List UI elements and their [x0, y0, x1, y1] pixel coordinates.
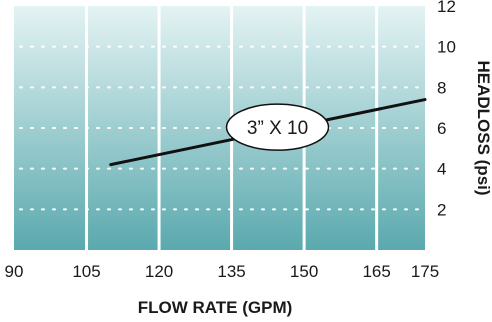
x-tick-label: 150: [290, 262, 318, 281]
x-axis-title: FLOW RATE (GPM): [138, 298, 293, 317]
x-tick-label: 105: [72, 262, 100, 281]
y-tick-label: 4: [437, 160, 446, 179]
series-layer: 3” X 10: [109, 98, 427, 167]
x-tick-label: 135: [217, 262, 245, 281]
series-label-bubble: [225, 103, 330, 151]
y-axis-title: HEADLOSS (psi): [474, 60, 492, 195]
x-tick-label: 175: [411, 262, 439, 281]
x-tick-label: 120: [145, 262, 173, 281]
x-tick-label: 165: [362, 262, 390, 281]
y-tick-label: 2: [437, 200, 446, 219]
y-axis-ticks: 2 4 6 8 10 12: [437, 0, 456, 219]
x-axis-ticks: 90 105 120 135 150 165 175: [5, 262, 440, 281]
y-tick-label: 8: [437, 78, 446, 97]
y-tick-label: 10: [437, 38, 456, 57]
x-tick-label: 90: [5, 262, 24, 281]
series-label: 3” X 10: [247, 118, 308, 139]
y-tick-label: 12: [437, 0, 456, 16]
y-tick-label: 6: [437, 119, 446, 138]
